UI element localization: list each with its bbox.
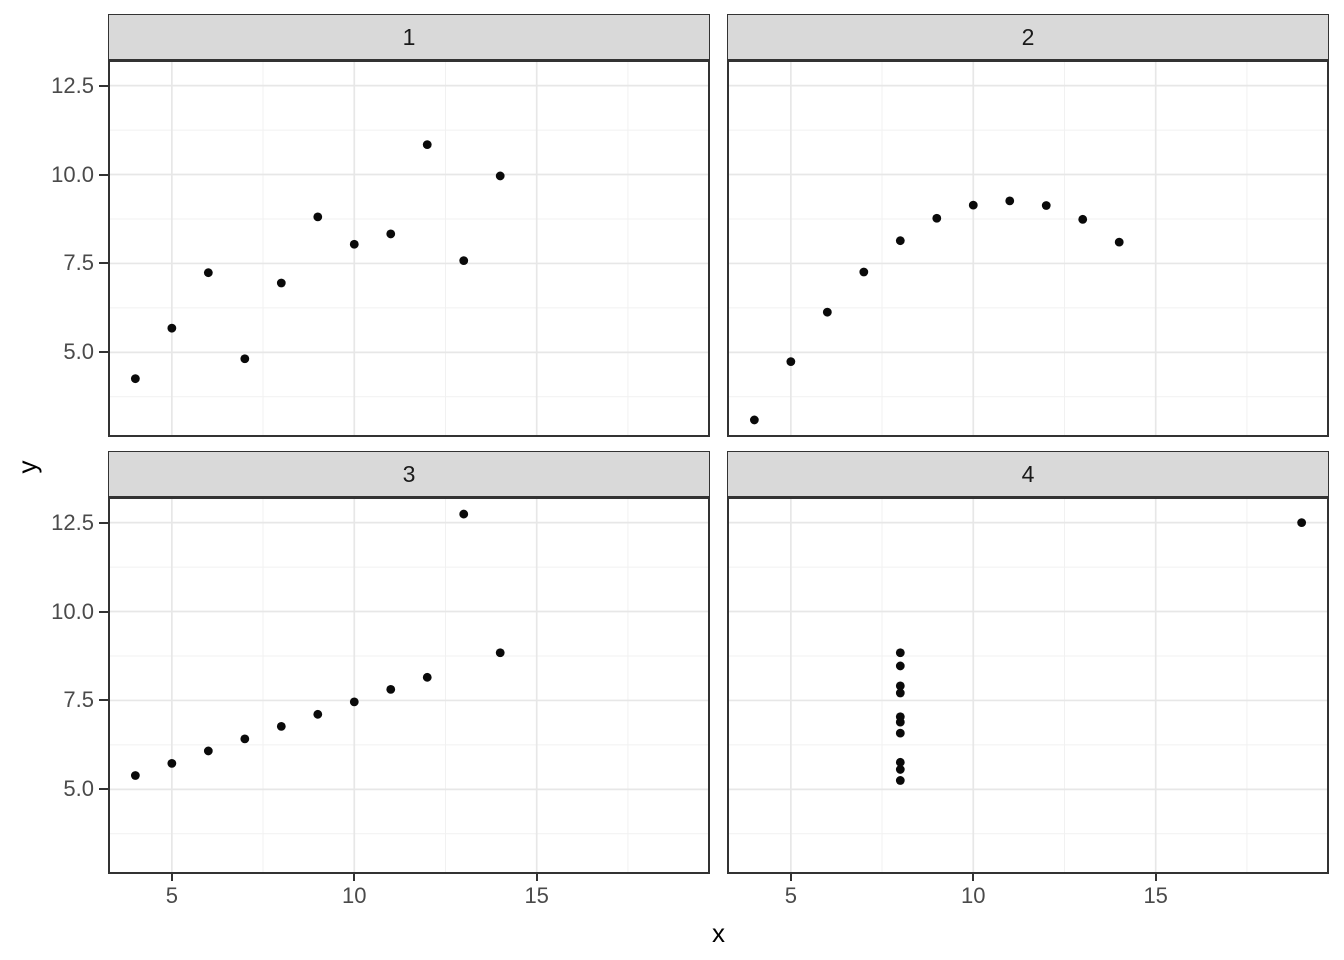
data-point [167,323,177,333]
data-point [895,688,905,698]
facet-1: 1 [108,14,710,437]
y-axis-tick-label: 12.5 [51,72,94,98]
data-point [276,722,286,731]
facet-panel-4 [727,497,1329,874]
data-point [495,171,505,181]
facet-panel-1 [108,60,710,437]
data-point [1078,214,1088,224]
data-point [386,685,396,694]
data-point [495,648,505,658]
y-axis-tick [99,699,108,702]
facet-strip-label-3: 3 [402,460,416,487]
data-point [1041,201,1051,210]
x-axis-tick-label: 15 [524,883,549,908]
data-point [422,140,432,150]
y-axis-tick [99,262,108,265]
data-point [895,776,905,785]
facet-strip-1: 1 [108,14,710,60]
data-point [130,374,140,384]
data-point [822,307,832,317]
data-point [203,268,213,278]
data-point [167,758,177,768]
data-point [349,697,359,707]
x-axis-tick [972,872,975,881]
facet-strip-label-1: 1 [402,23,416,50]
y-axis-tick-label: 10.0 [51,598,94,624]
panel-border [108,60,710,437]
x-axis-tick [789,872,792,881]
panel-border [727,60,1329,437]
y-axis-tick [99,521,108,524]
data-point [1297,518,1307,528]
facet-panel-3 [108,497,710,874]
data-point [895,661,905,671]
facet-4: 4 [727,451,1329,874]
facet-strip-3: 3 [108,451,710,497]
x-axis-tick [170,872,173,881]
panel-border [108,497,710,874]
facet-panel-2 [727,60,1329,437]
data-point [386,229,396,239]
panel-border [727,497,1329,874]
data-point [895,765,905,774]
data-point [895,712,905,722]
x-axis-tick [353,872,356,881]
y-axis-tick [99,788,108,791]
y-axis-tick-label: 5.0 [63,339,94,365]
x-axis-title: x [712,918,725,948]
x-axis-tick-label: 10 [342,883,367,908]
data-point [422,672,432,682]
x-axis-tick [535,872,538,881]
y-axis-tick-label: 7.5 [63,687,94,713]
x-axis-tick-label: 5 [784,883,797,908]
data-point [749,415,759,425]
facet-strip-2: 2 [727,14,1329,60]
facet-strip-4: 4 [727,451,1329,497]
data-point [276,278,286,288]
data-point [313,212,323,222]
data-point [1005,196,1015,206]
data-point [130,771,140,780]
y-axis-tick-label: 7.5 [63,250,94,276]
data-point [932,213,942,223]
facet-strip-label-4: 4 [1021,460,1035,487]
y-axis-tick-label: 12.5 [51,509,94,535]
data-point [895,757,905,767]
y-axis-tick [99,351,108,354]
data-point [859,267,869,277]
data-point [895,236,905,246]
y-axis-tick [99,610,108,613]
data-point [240,734,250,744]
y-axis-tick [99,84,108,87]
x-axis-tick-label: 10 [961,883,986,908]
data-point [313,709,323,719]
data-point [349,239,359,249]
facet-3: 3 [108,451,710,874]
x-axis-tick-label: 5 [165,883,178,908]
data-point [1114,237,1124,247]
data-point [895,728,905,738]
facet-2: 2 [727,14,1329,437]
data-point [895,681,905,691]
x-axis-tick [1154,872,1157,881]
data-point [459,256,469,265]
data-point [786,357,796,366]
data-point [203,746,213,756]
data-point [895,648,905,658]
y-axis-tick-label: 10.0 [51,161,94,187]
data-point [459,509,469,519]
data-point [968,200,978,210]
y-axis-title: y [12,460,42,474]
x-axis-tick-label: 15 [1143,883,1168,908]
y-axis-tick-label: 5.0 [63,776,94,802]
data-point [240,354,250,364]
y-axis-tick [99,173,108,176]
facet-strip-label-2: 2 [1021,23,1035,50]
